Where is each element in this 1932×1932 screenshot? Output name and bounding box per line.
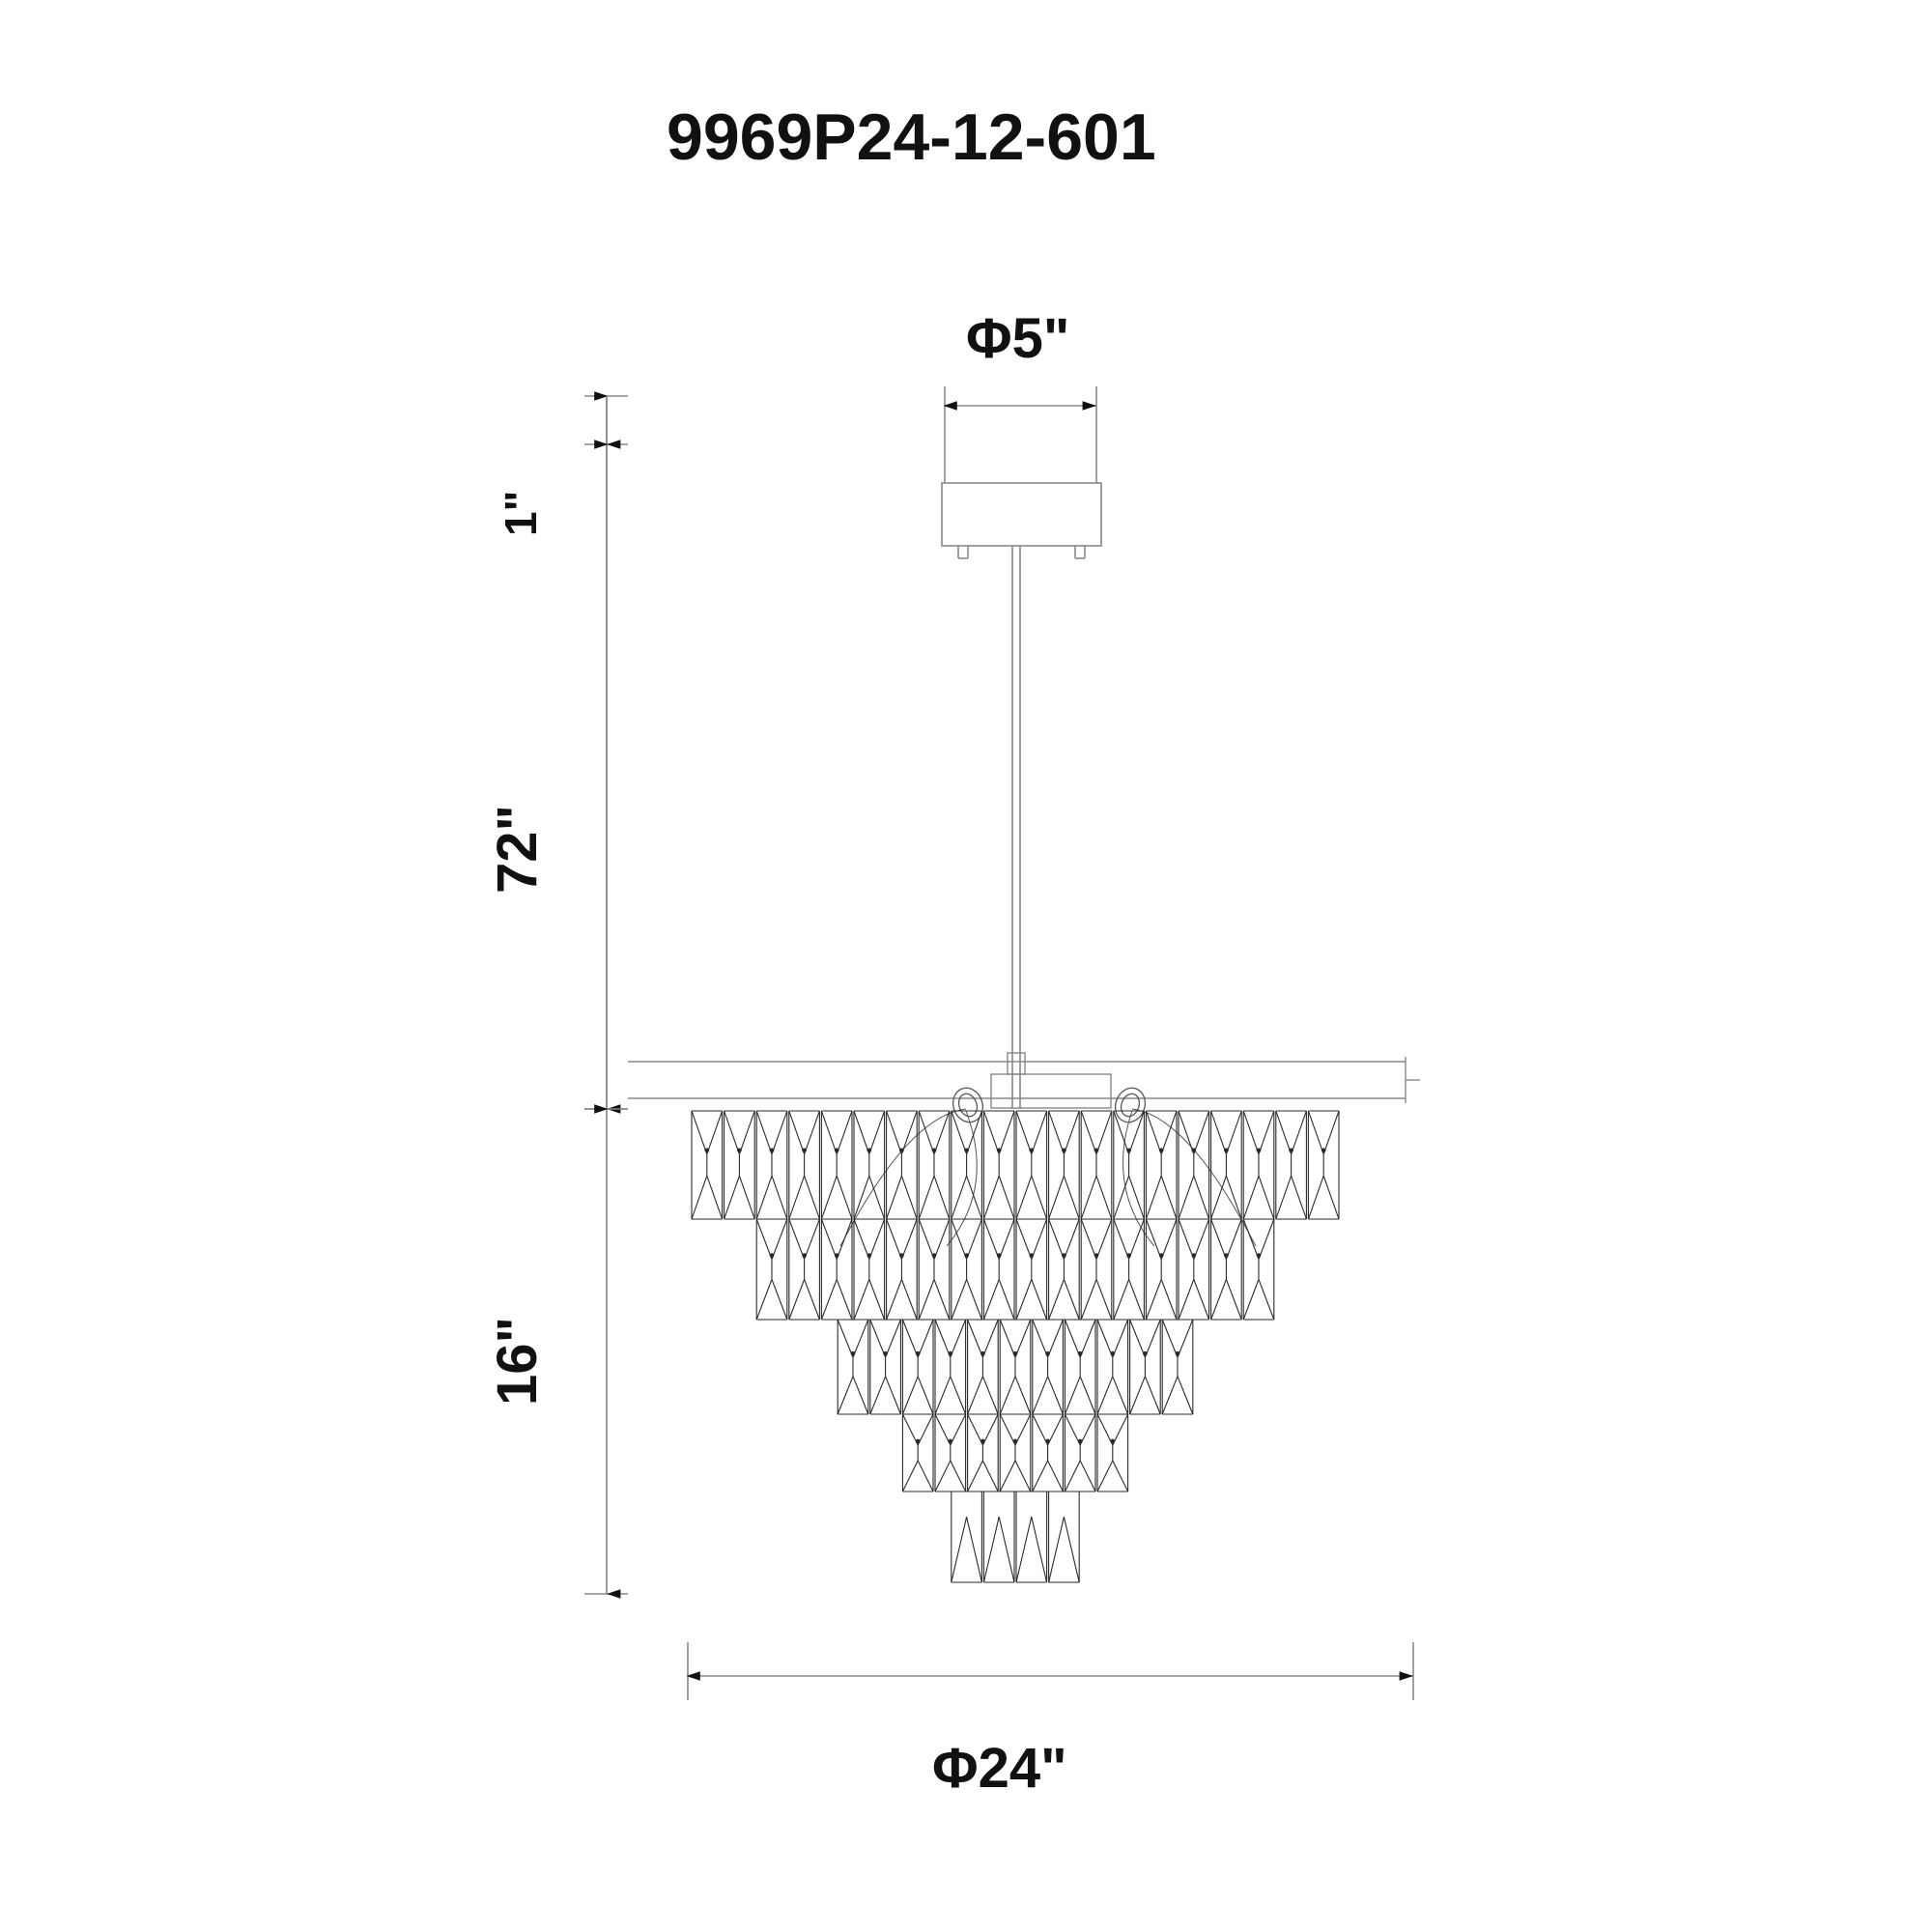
svg-text:72": 72" bbox=[486, 805, 549, 894]
svg-text:Φ5": Φ5" bbox=[966, 307, 1069, 370]
svg-text:1": 1" bbox=[496, 491, 546, 536]
svg-text:9969P24-12-601: 9969P24-12-601 bbox=[667, 100, 1156, 174]
svg-text:Φ24": Φ24" bbox=[932, 1737, 1067, 1800]
svg-text:16": 16" bbox=[486, 1317, 549, 1406]
